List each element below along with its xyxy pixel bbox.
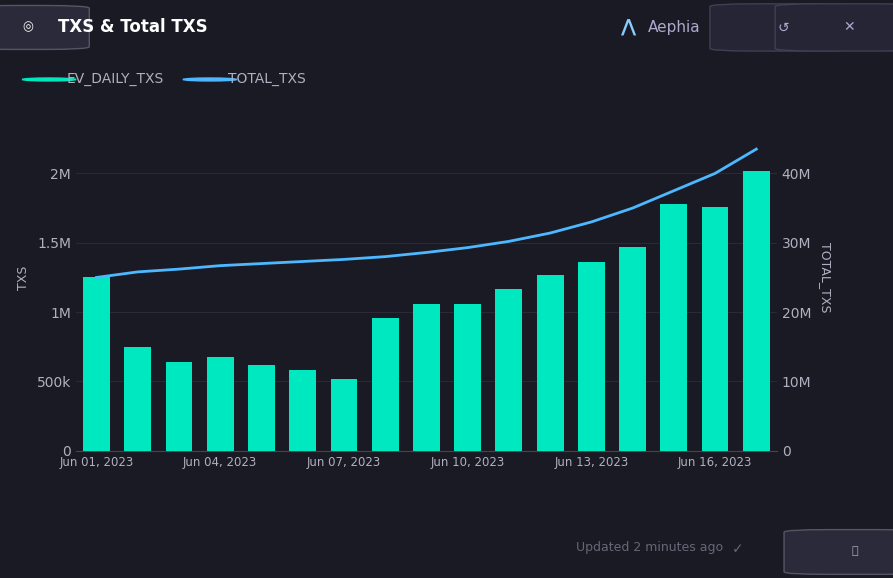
Circle shape	[183, 78, 237, 81]
Y-axis label: TOTAL_TXS: TOTAL_TXS	[819, 242, 832, 313]
Text: EV_DAILY_TXS: EV_DAILY_TXS	[67, 72, 164, 87]
Bar	[371, 318, 398, 451]
Bar	[619, 247, 646, 451]
FancyBboxPatch shape	[710, 4, 857, 51]
Bar	[743, 171, 770, 451]
Text: Aephia: Aephia	[647, 20, 700, 35]
Bar	[289, 370, 316, 451]
Text: ↺: ↺	[778, 20, 789, 35]
FancyBboxPatch shape	[775, 4, 893, 51]
Text: TXS & Total TXS: TXS & Total TXS	[58, 18, 208, 36]
FancyBboxPatch shape	[784, 529, 893, 575]
Bar	[330, 379, 357, 451]
Text: ◎: ◎	[22, 20, 33, 33]
Bar	[496, 288, 522, 451]
Bar	[578, 262, 605, 451]
Bar	[207, 357, 234, 451]
FancyBboxPatch shape	[0, 5, 89, 49]
Bar	[248, 365, 275, 451]
Bar	[455, 304, 481, 451]
Bar	[83, 277, 110, 451]
Text: ⏱: ⏱	[851, 546, 858, 556]
Bar	[702, 207, 729, 451]
Bar	[661, 204, 688, 451]
Bar	[413, 304, 440, 451]
Circle shape	[22, 78, 76, 81]
Bar	[165, 362, 192, 451]
Text: TOTAL_TXS: TOTAL_TXS	[228, 72, 305, 87]
Text: ⋀: ⋀	[621, 18, 636, 36]
Bar	[537, 275, 563, 451]
Y-axis label: TXS: TXS	[17, 265, 29, 290]
Text: ✓: ✓	[732, 542, 744, 557]
Bar	[124, 347, 151, 451]
Text: ✕: ✕	[843, 20, 855, 35]
Text: Updated 2 minutes ago: Updated 2 minutes ago	[576, 542, 723, 554]
